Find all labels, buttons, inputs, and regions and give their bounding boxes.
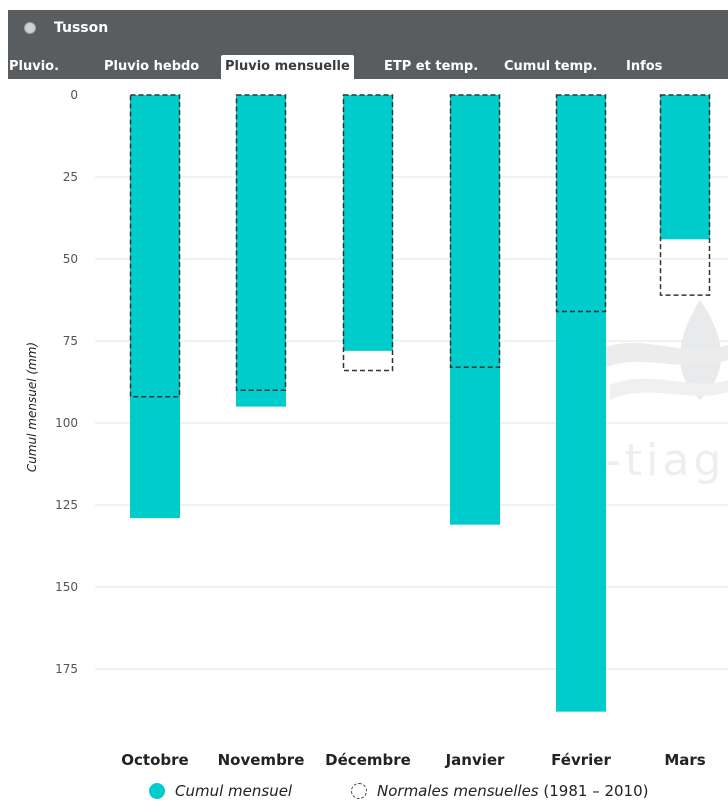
- watermark-text: -tiag: [605, 435, 725, 486]
- normal-outline[interactable]: [449, 94, 501, 368]
- legend-label-normales: Normales mensuelles (1981 – 2010): [377, 781, 649, 801]
- tab-cumul-temp[interactable]: Cumul temp.: [504, 59, 598, 74]
- tab-etp-et-temp[interactable]: ETP et temp.: [384, 59, 479, 74]
- tab-infos[interactable]: Infos: [626, 59, 663, 74]
- watermark-wave-icon-2: [610, 378, 728, 400]
- bar-cumul-mensuel[interactable]: [450, 95, 500, 525]
- x-tick-label: Décembre: [325, 751, 411, 769]
- y-axis-label: Cumul mensuel (mm): [25, 342, 39, 472]
- normal-outline[interactable]: [342, 94, 394, 372]
- legend-label-normales-period: (1981 – 2010): [543, 782, 649, 800]
- bars-cumul-mensuel: [130, 95, 710, 712]
- station-status-icon: [24, 22, 36, 34]
- monthly-rainfall-chart: -tiag 0 25 50 75 100 125 150 175 Octobre Novembr…: [25, 88, 728, 769]
- tab-pluvio-hebdo[interactable]: Pluvio hebdo: [104, 59, 200, 74]
- normal-outline[interactable]: [235, 94, 287, 391]
- station-title: Tusson: [54, 20, 109, 36]
- y-axis-ticks: 0 25 50 75 100 125 150 175: [55, 88, 78, 676]
- watermark-wave-icon: [600, 342, 728, 370]
- bar-cumul-mensuel[interactable]: [236, 95, 286, 407]
- normals-outlines: [129, 94, 711, 398]
- watermark-logo: -tiag: [600, 300, 728, 486]
- legend-solid-circle-icon: [149, 783, 165, 799]
- legend: Cumul mensuel Normales mensuelles (1981 …: [0, 775, 728, 805]
- y-tick-label: 25: [63, 170, 78, 184]
- x-tick-label: Février: [551, 751, 611, 769]
- y-tick-label: 100: [55, 416, 78, 430]
- y-tick-label: 125: [55, 498, 78, 512]
- legend-label-normales-name: Normales mensuelles: [377, 782, 539, 800]
- legend-dashed-circle-icon: [351, 783, 367, 799]
- y-tick-label: 0: [70, 88, 78, 102]
- x-tick-label: Novembre: [218, 751, 305, 769]
- normal-outline[interactable]: [129, 94, 181, 398]
- y-tick-label: 150: [55, 580, 78, 594]
- bar-cumul-mensuel[interactable]: [660, 95, 710, 240]
- bar-cumul-mensuel[interactable]: [343, 95, 393, 351]
- tab-pluvio[interactable]: Pluvio.: [9, 59, 60, 74]
- x-tick-label: Janvier: [445, 751, 505, 769]
- x-tick-label: Octobre: [121, 751, 188, 769]
- grid-lines: [95, 176, 728, 670]
- normal-outline[interactable]: [659, 94, 711, 296]
- title-bar: Tusson: [8, 10, 728, 46]
- x-tick-label: Mars: [664, 751, 705, 769]
- x-axis-labels: Octobre Novembre Décembre Janvier Février Mar…: [121, 751, 705, 769]
- normal-outline[interactable]: [555, 94, 607, 313]
- y-tick-label: 50: [63, 252, 78, 266]
- tab-pluvio-mensuelle[interactable]: Pluvio mensuelle: [221, 55, 354, 79]
- tab-bar: Pluvio. Pluvio hebdo Pluvio mensuelle ET…: [8, 46, 728, 79]
- legend-label-cumul-mensuel: Cumul mensuel: [175, 782, 293, 800]
- y-tick-label: 175: [55, 662, 78, 676]
- bar-cumul-mensuel[interactable]: [556, 95, 606, 712]
- y-tick-label: 75: [63, 334, 78, 348]
- bar-cumul-mensuel[interactable]: [130, 95, 180, 519]
